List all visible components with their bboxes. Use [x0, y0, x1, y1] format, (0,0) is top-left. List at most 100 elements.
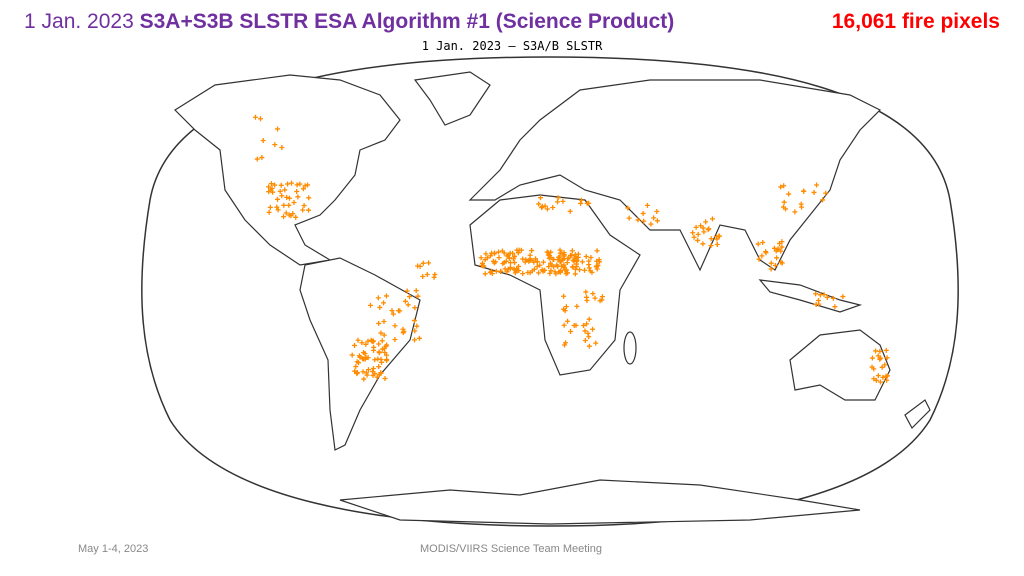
indonesia	[758, 279, 863, 313]
fire-pixel	[287, 195, 293, 201]
fire-pixel	[774, 255, 780, 261]
north-america	[174, 74, 401, 266]
fire-pixel	[279, 193, 285, 199]
fire-pixel	[871, 376, 877, 382]
greenland	[413, 71, 491, 126]
fire-pixel	[568, 328, 574, 334]
fire-pixel	[496, 255, 502, 261]
fire-pixel	[592, 295, 598, 301]
fire-pixel	[252, 114, 258, 120]
fire-pixel	[869, 355, 875, 361]
fire-pixel	[493, 268, 499, 274]
fire-pixel	[814, 182, 820, 188]
fire-pixel	[584, 294, 590, 300]
fire-pixel	[381, 318, 387, 324]
fire-pixel	[384, 352, 390, 358]
fire-pixel	[594, 266, 600, 272]
fire-pixel	[414, 323, 420, 329]
fire-pixel	[574, 303, 580, 309]
slide-title: 1 Jan. 2023 S3A+S3B SLSTR ESA Algorithm …	[24, 10, 674, 34]
fire-pixel	[272, 142, 278, 148]
fire-pixel	[498, 269, 504, 275]
fire-pixel	[415, 293, 421, 299]
fire-pixel	[693, 224, 699, 230]
fire-pixel	[529, 248, 535, 254]
fire-pixel	[511, 253, 517, 259]
fire-pixel	[760, 240, 766, 246]
fire-pixel	[544, 206, 550, 212]
fire-pixel	[570, 264, 576, 270]
fire-pixel	[573, 266, 579, 272]
fire-pixel	[283, 210, 289, 216]
fire-pixel	[563, 304, 569, 310]
fire-pixel	[540, 259, 546, 265]
fire-pixel	[489, 271, 495, 277]
fire-pixel	[593, 340, 599, 346]
fire-pixel	[586, 265, 592, 271]
fire-pixel	[294, 188, 300, 194]
fire-pixel	[417, 263, 423, 269]
fire-pixel	[820, 197, 826, 203]
fire-pixel	[352, 342, 358, 348]
fire-pixel	[875, 373, 881, 379]
fire-pixel	[716, 233, 722, 239]
fire-pixel	[714, 236, 720, 242]
fire-pixel	[551, 257, 557, 263]
fire-pixel	[376, 320, 382, 326]
fire-pixel	[420, 260, 426, 266]
fire-pixel	[596, 257, 602, 263]
fire-pixel	[372, 371, 378, 377]
fire-pixel	[277, 188, 283, 194]
fire-pixel	[579, 259, 585, 265]
fire-pixel	[595, 263, 601, 269]
fire-pixel	[284, 194, 290, 200]
fire-pixel	[547, 260, 553, 266]
fire-pixel	[520, 271, 526, 277]
fire-pixel	[268, 187, 274, 193]
new-zealand	[904, 399, 931, 429]
fire-pixel	[382, 350, 388, 356]
fire-pixel	[871, 366, 877, 372]
fire-pixel	[884, 355, 890, 361]
fire-pixel	[503, 258, 509, 264]
fire-pixel	[354, 369, 360, 375]
fire-pixel	[397, 308, 403, 314]
fire-pixel	[267, 204, 273, 210]
fire-pixel	[266, 209, 272, 215]
fire-pixel	[648, 221, 654, 227]
eurasia	[468, 79, 882, 272]
fire-pixel	[405, 302, 411, 308]
fire-pixel	[537, 262, 543, 268]
fire-pixel	[572, 271, 578, 277]
fire-pixel	[301, 203, 307, 209]
fire-pixel	[392, 323, 398, 329]
fire-pixel	[557, 259, 563, 265]
fire-pixel	[778, 248, 784, 254]
fire-pixel	[651, 215, 657, 221]
fire-pixel	[569, 248, 575, 254]
fire-pixel	[561, 264, 567, 270]
fire-pixel	[572, 256, 578, 262]
fire-pixel	[701, 229, 707, 235]
fire-pixel	[295, 194, 301, 200]
fire-pixel	[306, 207, 312, 213]
fire-pixel	[585, 330, 591, 336]
fire-pixel	[654, 209, 660, 215]
fire-pixel	[546, 264, 552, 270]
fire-pixel	[281, 214, 287, 220]
fire-pixel	[378, 370, 384, 376]
fire-pixel	[353, 364, 359, 370]
fire-pixel	[569, 252, 575, 258]
fire-pixel	[431, 274, 437, 280]
fire-pixel	[504, 269, 510, 275]
fire-pixel	[378, 330, 384, 336]
fire-pixel	[506, 255, 512, 261]
fire-pixel	[540, 268, 546, 274]
fire-pixel	[565, 318, 571, 324]
fire-pixel	[539, 205, 545, 211]
fire-pixel	[590, 291, 596, 297]
fire-pixel	[640, 210, 646, 216]
fire-pixel	[511, 260, 517, 266]
